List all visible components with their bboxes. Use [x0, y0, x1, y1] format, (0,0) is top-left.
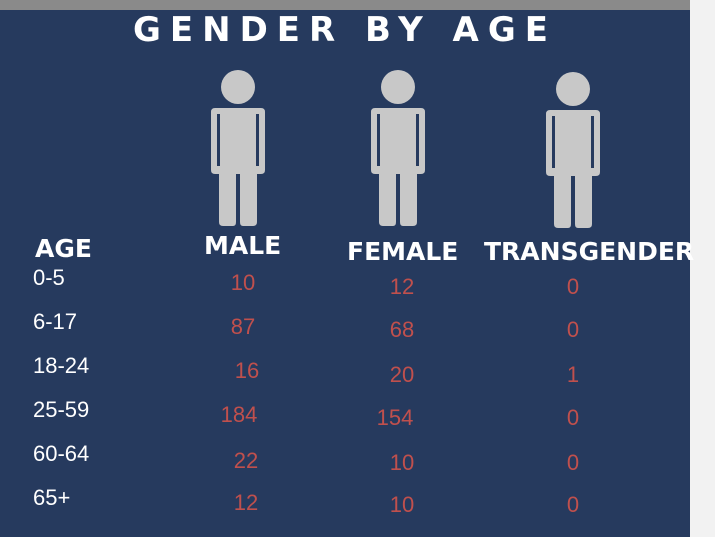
male-value: 12 — [233, 490, 259, 515]
transgender-value: 0 — [566, 274, 580, 299]
person-icon-female — [371, 70, 425, 226]
transgender-value: 0 — [566, 317, 580, 342]
transgender-value: 0 — [566, 450, 580, 475]
male-column-header: MALE — [204, 231, 282, 260]
top-border — [0, 0, 690, 10]
age-label: 0-5 — [33, 265, 65, 290]
person-icon-male — [211, 70, 265, 226]
female-value: 68 — [389, 317, 415, 342]
age-label: 25-59 — [33, 397, 90, 422]
age-column-header: AGE — [35, 234, 92, 263]
female-value: 20 — [389, 362, 415, 387]
age-label: 60-64 — [33, 441, 90, 466]
female-value: 10 — [389, 450, 415, 475]
person-icon-transgender — [546, 72, 600, 228]
chart-title: GENDER BY AGE — [132, 10, 557, 50]
age-label: 65+ — [33, 485, 71, 510]
female-value: 12 — [389, 274, 415, 299]
male-value: 10 — [230, 270, 256, 295]
age-label: 6-17 — [33, 309, 78, 334]
female-value: 154 — [376, 405, 414, 430]
transgender-value: 0 — [566, 405, 580, 430]
male-value: 22 — [233, 448, 259, 473]
female-value: 10 — [389, 492, 415, 517]
transgender-value: 1 — [566, 362, 580, 387]
female-column-header: FEMALE — [347, 237, 459, 266]
transgender-column-header: TRANSGENDER — [484, 237, 695, 266]
male-value: 16 — [234, 358, 260, 383]
male-value: 184 — [220, 402, 258, 427]
transgender-value: 0 — [566, 492, 580, 517]
age-label: 18-24 — [33, 353, 90, 378]
male-value: 87 — [230, 314, 256, 339]
right-border — [690, 0, 715, 537]
